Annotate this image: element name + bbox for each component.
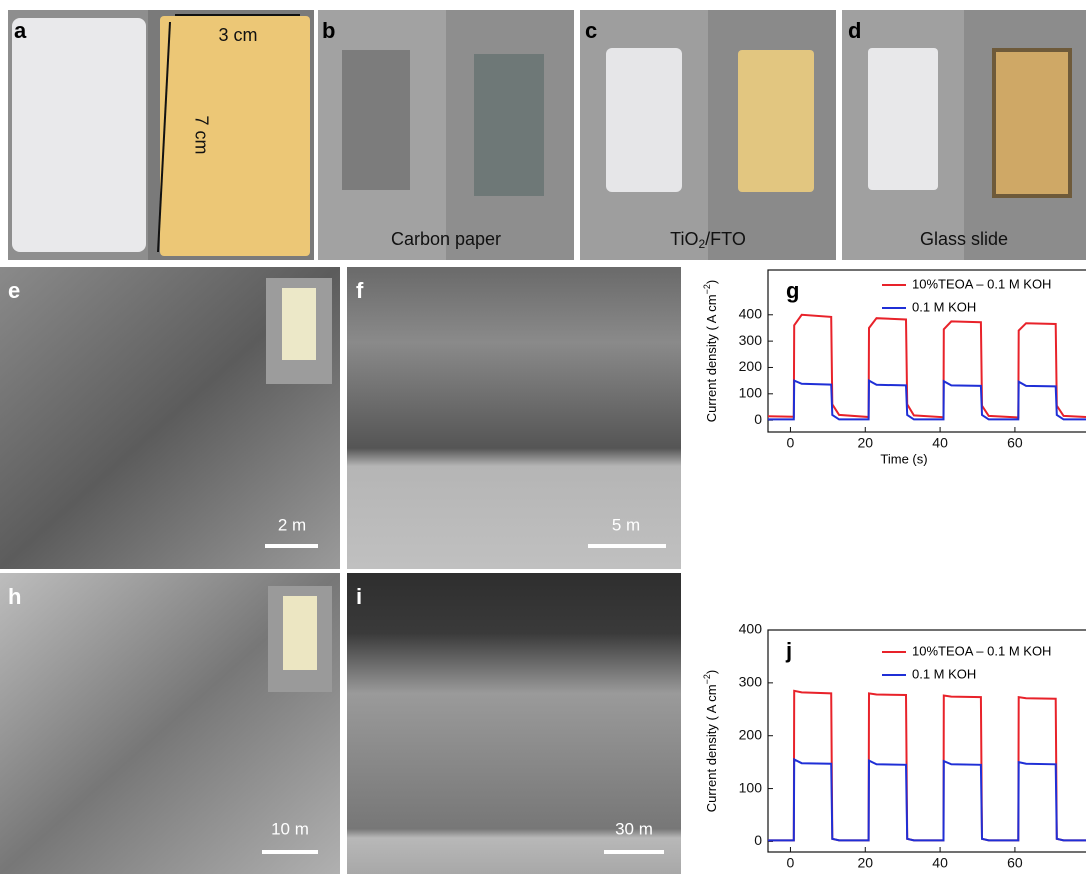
caption: Carbon paper bbox=[391, 229, 501, 249]
caption-text: TiO bbox=[670, 229, 698, 249]
panel-i: i 30 m bbox=[347, 573, 681, 874]
sample bbox=[868, 48, 938, 190]
y-tick-label: 0 bbox=[754, 411, 762, 427]
panel-label: e bbox=[8, 278, 20, 303]
panel-c: c TiO2/FTO bbox=[580, 10, 836, 260]
x-tick-label: 40 bbox=[932, 855, 948, 871]
chart: 0 100 200 300 400 0 20 40 60 Time (s) Current dens… bbox=[702, 270, 1086, 466]
y-axis-label: Current density ( A cm−2) bbox=[702, 670, 719, 813]
panel-label: g bbox=[786, 278, 799, 303]
panel-label: d bbox=[848, 18, 861, 43]
dimension-label: 7 cm bbox=[191, 115, 211, 154]
data-line bbox=[768, 760, 1086, 841]
x-axis-label: Time (s) bbox=[880, 451, 927, 466]
panel-e: e 2 m bbox=[0, 267, 340, 569]
sample bbox=[606, 48, 682, 192]
x-tick-label: 20 bbox=[857, 855, 873, 871]
panel-label: h bbox=[8, 584, 21, 609]
scale-label: 10 m bbox=[271, 819, 309, 838]
panel-a: a 3 cm 7 cm bbox=[8, 10, 314, 260]
caption-text: /FTO bbox=[705, 229, 746, 249]
sample bbox=[342, 50, 410, 190]
figure: a 3 cm 7 cm b Carbon paper c TiO2/FTO d … bbox=[0, 0, 1086, 874]
y-tick-label: 400 bbox=[739, 305, 763, 321]
y-tick-label: 400 bbox=[739, 621, 763, 637]
panel-label: f bbox=[356, 278, 364, 303]
sample bbox=[160, 16, 310, 256]
dimension-label: 3 cm bbox=[218, 25, 257, 45]
inset-sample bbox=[283, 596, 317, 670]
panel-label: j bbox=[785, 638, 792, 663]
y-axis-label-text: Current density ( A cm bbox=[704, 294, 719, 422]
panel-d: d Glass slide bbox=[842, 10, 1086, 260]
data-line bbox=[768, 691, 1086, 841]
x-tick-label: 60 bbox=[1007, 855, 1023, 871]
y-axis-label-sup: −2 bbox=[702, 284, 712, 294]
panel-h: h 10 m bbox=[0, 573, 340, 874]
y-tick-label: 200 bbox=[739, 358, 763, 374]
x-tick-label: 20 bbox=[857, 435, 873, 451]
legend-label: 10%TEOA – 0.1 M KOH bbox=[912, 276, 1051, 291]
legend-label: 10%TEOA – 0.1 M KOH bbox=[912, 643, 1051, 658]
data-line bbox=[768, 381, 1086, 420]
x-tick-label: 40 bbox=[932, 435, 948, 451]
caption: TiO2/FTO bbox=[670, 229, 746, 251]
y-tick-label: 100 bbox=[739, 779, 763, 795]
panel-label: a bbox=[14, 18, 27, 43]
inset-sample bbox=[282, 288, 316, 360]
x-tick-label: 0 bbox=[787, 855, 795, 871]
scale-label: 5 m bbox=[612, 515, 640, 534]
sample bbox=[738, 50, 814, 192]
y-tick-label: 200 bbox=[739, 726, 763, 742]
scale-label: 30 m bbox=[615, 819, 653, 838]
sample bbox=[474, 54, 544, 196]
sample bbox=[994, 50, 1070, 196]
panel-label: c bbox=[585, 18, 597, 43]
data-line bbox=[768, 315, 1086, 418]
y-tick-label: 0 bbox=[754, 832, 762, 848]
x-tick-label: 60 bbox=[1007, 435, 1023, 451]
y-tick-label: 100 bbox=[739, 385, 763, 401]
caption: Glass slide bbox=[920, 229, 1008, 249]
y-axis-label-text: ) bbox=[704, 670, 719, 674]
y-axis-label: Current density ( A cm−2) bbox=[702, 280, 719, 423]
panel-f: f 5 m bbox=[347, 267, 681, 569]
plot-frame bbox=[768, 630, 1086, 852]
panel-label: i bbox=[356, 584, 362, 609]
legend-label: 0.1 M KOH bbox=[912, 666, 976, 681]
sample bbox=[12, 18, 146, 252]
panel-label: b bbox=[322, 18, 335, 43]
y-axis-label-sup: −2 bbox=[702, 674, 712, 684]
legend-label: 0.1 M KOH bbox=[912, 299, 976, 314]
panel-b: b Carbon paper bbox=[318, 10, 574, 260]
x-tick-label: 0 bbox=[787, 435, 795, 451]
y-axis-label-text: ) bbox=[704, 280, 719, 284]
y-axis-label-text: Current density ( A cm bbox=[704, 684, 719, 812]
plot-frame bbox=[768, 270, 1086, 432]
y-tick-label: 300 bbox=[739, 674, 763, 690]
y-tick-label: 300 bbox=[739, 332, 763, 348]
scale-label: 2 m bbox=[278, 515, 306, 534]
